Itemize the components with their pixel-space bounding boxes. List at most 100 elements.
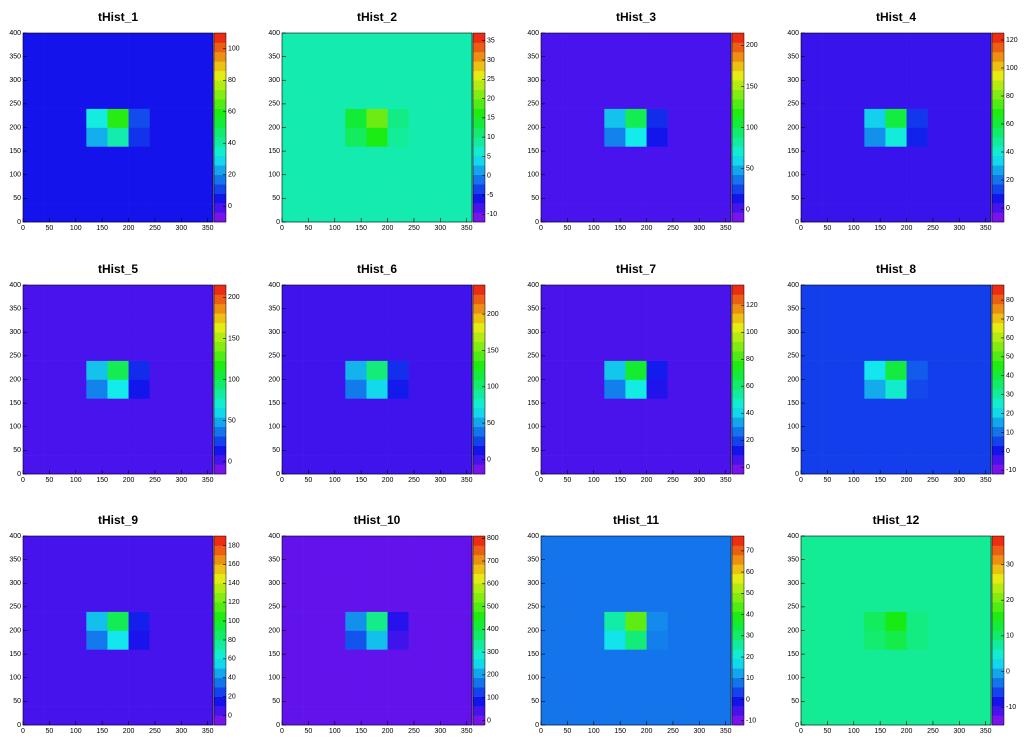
heat-cell xyxy=(801,611,823,631)
heat-cell xyxy=(450,649,473,669)
heat-cell xyxy=(345,108,367,128)
panel: tHist_20 50 100 150 200 250 300 350050100150200… xyxy=(268,10,497,232)
heat-cell xyxy=(541,341,563,361)
heat-cell xyxy=(128,630,150,650)
heat-cell xyxy=(324,285,346,305)
color-band xyxy=(732,203,744,213)
z-tick-label: 80 xyxy=(1006,297,1014,304)
heat-cell xyxy=(65,536,87,556)
x-tick-label: 100 xyxy=(70,477,82,484)
heat-cell xyxy=(23,285,45,305)
heat-cell xyxy=(583,436,605,456)
heat-cell xyxy=(625,536,647,556)
z-tick-label: 60 xyxy=(746,383,754,390)
y-tick-label: 300 xyxy=(268,77,280,84)
heat-cell xyxy=(23,592,45,612)
heat-cell xyxy=(885,649,907,669)
heat-cell xyxy=(969,536,992,556)
heat-cell xyxy=(65,630,87,650)
heat-cell xyxy=(408,322,431,342)
heat-cell xyxy=(948,706,971,726)
heat-cell xyxy=(191,649,214,669)
heat-cell xyxy=(885,108,907,128)
x-tick-label: 300 xyxy=(953,225,965,232)
heat-cell xyxy=(604,184,626,204)
heat-cell xyxy=(541,554,563,575)
color-band xyxy=(732,649,744,660)
heat-cell xyxy=(408,398,431,418)
color-band xyxy=(473,174,485,185)
heat-cell xyxy=(604,51,626,72)
heat-cell xyxy=(906,70,928,90)
color-band xyxy=(214,332,226,342)
heat-cell xyxy=(408,573,431,593)
heat-cell xyxy=(65,436,87,456)
heat-cell xyxy=(107,89,129,109)
heat-cell xyxy=(562,108,584,128)
heat-cell xyxy=(885,51,907,72)
x-tick-label: 300 xyxy=(693,225,705,232)
heat-cell xyxy=(149,360,172,380)
heat-cell xyxy=(688,687,711,707)
heat-cell xyxy=(429,554,452,575)
heat-cell xyxy=(541,127,563,147)
color-band xyxy=(732,407,744,418)
z-tick-label: 100 xyxy=(228,618,240,625)
heat-cell xyxy=(408,70,431,90)
x-tick-label: 200 xyxy=(382,225,394,232)
y-tick-label: 0 xyxy=(795,722,799,729)
color-band xyxy=(992,536,1004,546)
heat-cell xyxy=(604,687,626,707)
heat-cell xyxy=(864,341,886,361)
heat-cell xyxy=(107,687,129,707)
heat-cell xyxy=(906,379,928,399)
y-tick-label: 100 xyxy=(268,424,280,431)
color-band xyxy=(214,649,226,660)
color-band xyxy=(992,89,1004,100)
heat-cell xyxy=(583,455,605,475)
heat-cell xyxy=(128,687,150,707)
heat-cell xyxy=(541,322,563,342)
heat-cell xyxy=(969,360,992,380)
heat-cell xyxy=(191,573,214,593)
heat-cell xyxy=(604,611,626,631)
heat-cell xyxy=(429,165,452,185)
color-band xyxy=(992,706,1004,716)
y-tick-label: 150 xyxy=(9,148,21,155)
heat-cell xyxy=(709,360,732,380)
color-band xyxy=(732,360,744,371)
y-tick-label: 300 xyxy=(9,77,21,84)
heat-cell xyxy=(688,322,711,342)
heat-cell xyxy=(191,611,214,631)
heat-cell xyxy=(170,455,193,475)
z-tick-label: 800 xyxy=(487,535,499,542)
color-band xyxy=(992,554,1004,565)
heat-cell xyxy=(541,108,563,128)
color-band xyxy=(214,715,226,726)
heat-cell xyxy=(65,33,87,53)
color-band xyxy=(473,341,485,352)
heat-cell xyxy=(885,203,907,223)
heat-cell xyxy=(282,165,304,185)
heat-cell xyxy=(282,89,304,109)
heat-cell xyxy=(604,436,626,456)
panel: tHist_70 50 100 150 200 250 300 350050100150200… xyxy=(527,262,757,484)
heat-cell xyxy=(450,417,473,437)
color-band xyxy=(732,212,744,223)
heat-cell xyxy=(688,592,711,612)
heat-cell xyxy=(667,649,690,669)
heat-cell xyxy=(667,554,690,575)
z-tick-label: 500 xyxy=(487,603,499,610)
heat-cell xyxy=(65,127,87,147)
color-band xyxy=(214,193,226,204)
color-band xyxy=(473,332,485,342)
heat-cell xyxy=(303,687,325,707)
heat-cell xyxy=(86,70,108,90)
color-band xyxy=(732,445,744,456)
heat-cell xyxy=(23,89,45,109)
heat-cell xyxy=(801,360,823,380)
heat-cell xyxy=(822,184,844,204)
heat-cell xyxy=(303,554,325,575)
heat-cell xyxy=(843,536,865,556)
